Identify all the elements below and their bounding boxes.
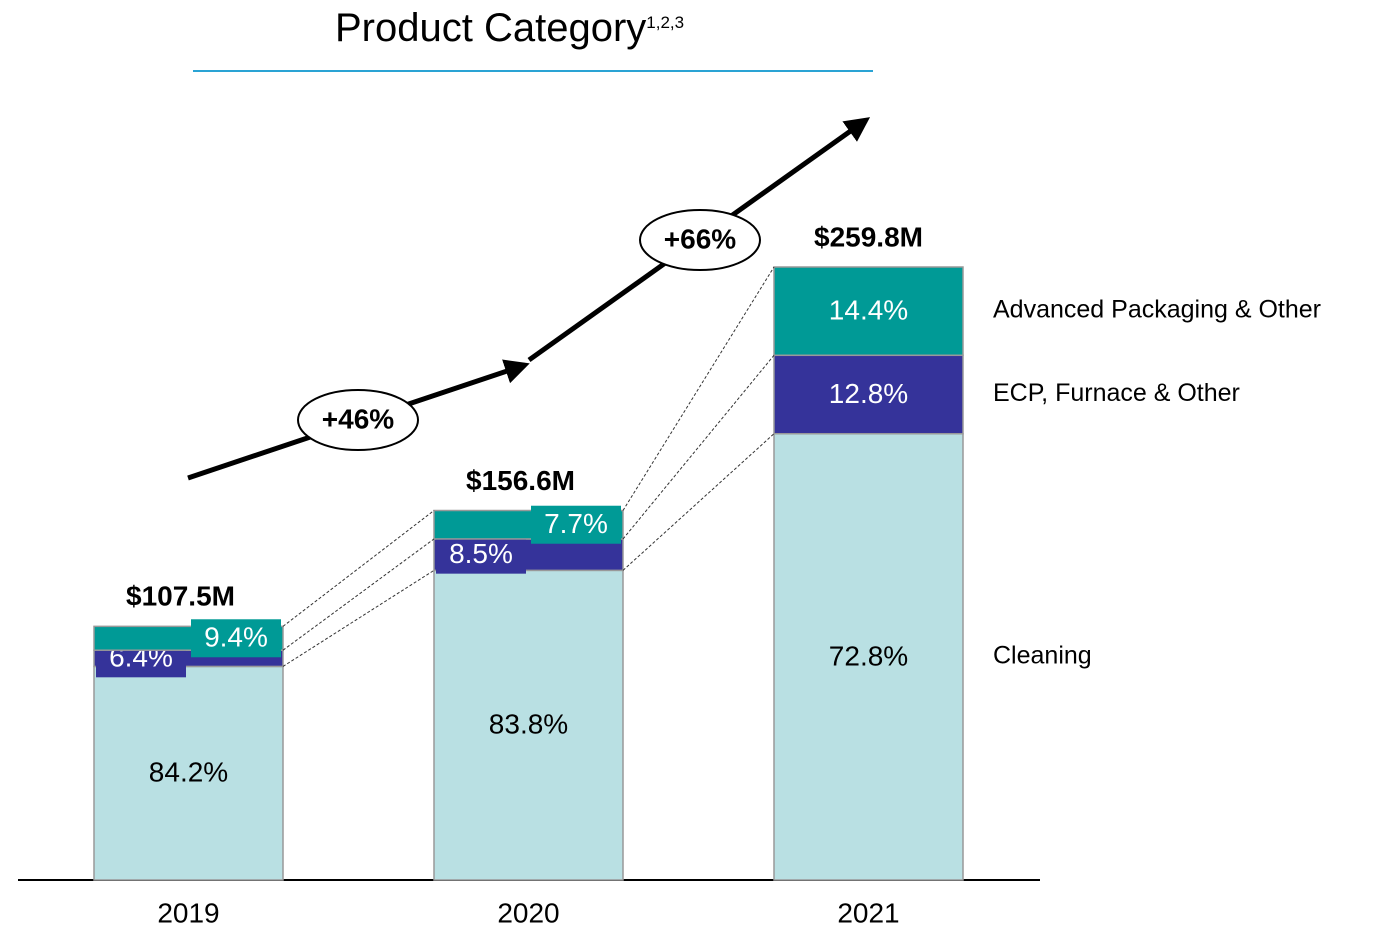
annotation-bubble bbox=[639, 209, 761, 271]
title-superscript: 1,2,3 bbox=[646, 13, 684, 32]
segment-label: 83.8% bbox=[489, 709, 568, 740]
legend-label: ECP, Furnace & Other bbox=[993, 379, 1240, 407]
total-label: $259.8M bbox=[814, 221, 923, 252]
segment-label: 8.5% bbox=[449, 538, 513, 569]
connector bbox=[282, 569, 435, 667]
connector bbox=[622, 266, 775, 511]
connector bbox=[282, 510, 435, 627]
total-label: $156.6M bbox=[466, 465, 575, 496]
connector bbox=[622, 354, 775, 540]
chart-title: Product Category1,2,3 bbox=[335, 6, 684, 50]
legend-label: Cleaning bbox=[993, 641, 1092, 669]
legend-label: Advanced Packaging & Other bbox=[993, 296, 1321, 324]
bar-segment bbox=[433, 569, 624, 881]
bar-segment bbox=[773, 432, 964, 881]
title-text: Product Category bbox=[335, 6, 646, 50]
bar-segment bbox=[773, 266, 964, 357]
connector bbox=[622, 433, 775, 571]
segment-label: 14.4% bbox=[829, 295, 908, 326]
connector bbox=[282, 538, 435, 651]
x-tick-label: 2019 bbox=[157, 897, 219, 928]
label-box bbox=[531, 505, 621, 544]
segment-label: 9.4% bbox=[204, 622, 268, 653]
segment-label: 72.8% bbox=[829, 640, 908, 671]
label-box bbox=[436, 535, 526, 574]
x-tick-label: 2020 bbox=[497, 897, 559, 928]
segment-label: 12.8% bbox=[829, 378, 908, 409]
total-label: $107.5M bbox=[126, 581, 235, 612]
annotation-bubble bbox=[297, 389, 419, 451]
bar-segment bbox=[773, 354, 964, 435]
segment-label: 84.2% bbox=[149, 757, 228, 788]
label-box bbox=[191, 619, 281, 658]
annotation: +46% bbox=[322, 403, 394, 434]
segment-label: 7.7% bbox=[544, 508, 608, 539]
annotation: +66% bbox=[664, 223, 736, 254]
x-tick-label: 2021 bbox=[837, 897, 899, 928]
